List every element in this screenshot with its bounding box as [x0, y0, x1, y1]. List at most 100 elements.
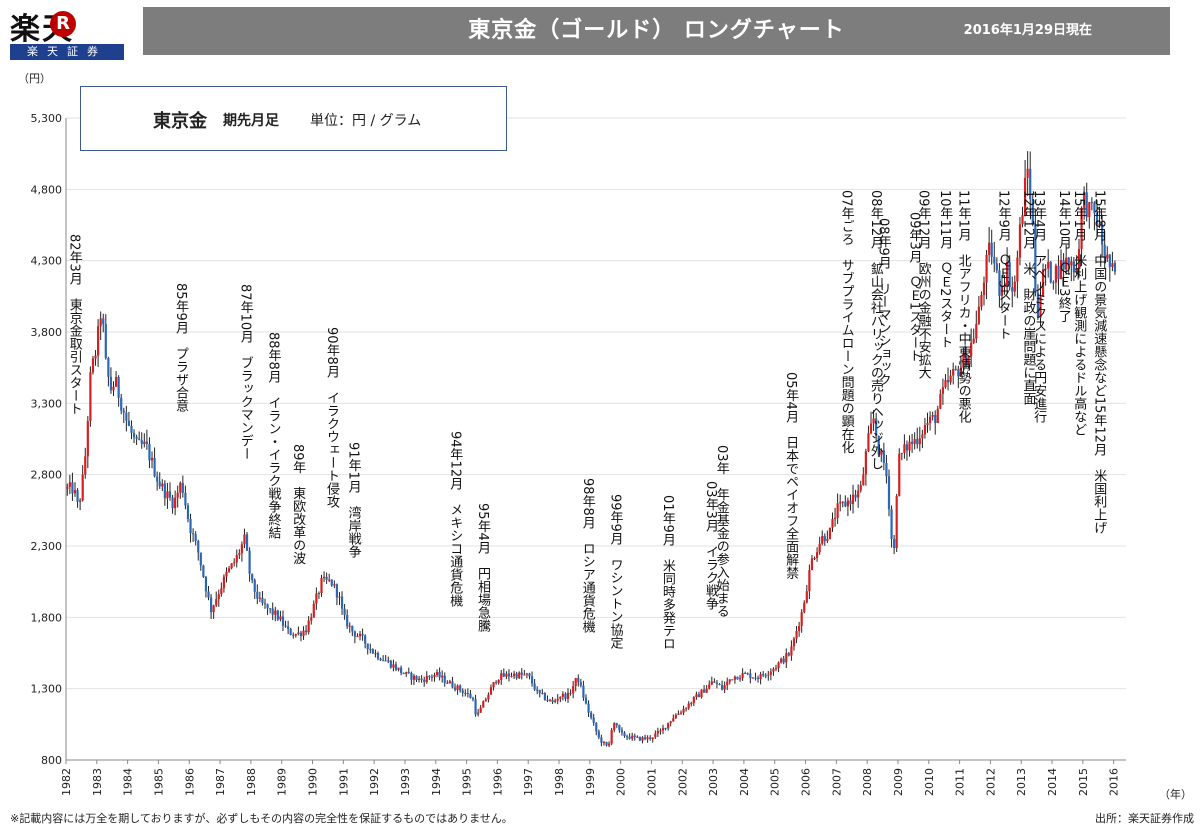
candle-up: [867, 433, 870, 452]
candle-down: [1113, 263, 1117, 272]
rakuten-logo: 楽天 R 楽天証券: [10, 4, 126, 60]
candle-up: [944, 380, 947, 388]
candle-down: [954, 368, 957, 370]
candle-up: [808, 570, 811, 592]
candle-down: [502, 673, 505, 677]
candle-down: [428, 675, 431, 677]
x-tick-label: 2013: [1015, 768, 1028, 796]
candle-up: [695, 694, 698, 698]
candle-down: [990, 242, 993, 257]
candle-down: [438, 672, 441, 678]
candle-down: [890, 509, 893, 539]
candle-up: [317, 593, 321, 595]
candle-up: [977, 306, 980, 324]
candle-up: [566, 692, 570, 699]
event-annotation: 09年12月 欧州の金融不安拡大: [915, 190, 931, 380]
candle-up: [179, 482, 182, 493]
candle-up: [358, 633, 362, 637]
candle-down: [592, 717, 595, 723]
event-annotation: 08年9月 リーマンショック: [875, 218, 891, 387]
candle-up: [679, 712, 683, 714]
candle-up: [700, 689, 703, 698]
candle-up: [1088, 202, 1091, 218]
candle-down: [957, 369, 960, 377]
candle-up: [959, 367, 962, 377]
candle-up: [548, 699, 552, 701]
candle-down: [905, 444, 909, 451]
x-tick-label: 2004: [738, 768, 751, 796]
candle-down: [875, 418, 878, 436]
candle-down: [400, 667, 403, 673]
candle-down: [156, 476, 159, 482]
candle-up: [302, 630, 305, 636]
event-annotation: 15年8月 中国の景気減速懸念など15年12月 米国利上げ: [1091, 190, 1107, 534]
event-annotation: 07年ごろ サブプライムローン問題の顕在化: [838, 190, 854, 454]
candle-up: [114, 376, 118, 387]
candle-up: [1065, 257, 1068, 270]
candle-down: [287, 626, 290, 629]
candle-up: [484, 699, 487, 702]
candle-down: [197, 540, 200, 553]
as-of-date: 2016年1月29日現在: [963, 23, 1092, 38]
candle-down: [269, 608, 272, 610]
candle-down: [495, 682, 498, 684]
candle-down: [551, 699, 554, 702]
y-tick-label: 5,300: [31, 112, 63, 125]
candle-up: [751, 677, 754, 679]
candle-down: [351, 625, 354, 632]
candle-down: [148, 444, 151, 461]
candle-down: [882, 450, 885, 464]
candle-down: [507, 673, 511, 677]
candle-up: [646, 737, 649, 740]
candle-up: [1098, 223, 1101, 225]
candle-down: [423, 679, 426, 682]
candle-down: [158, 481, 161, 487]
candle-down: [628, 736, 631, 739]
y-tick-label: 1,800: [31, 611, 63, 624]
y-tick-label: 1,300: [31, 683, 63, 696]
candle-up: [710, 681, 713, 685]
chart-title: 東京金（ゴールド） ロングチャート: [468, 18, 845, 43]
x-tick-label: 1999: [584, 768, 597, 796]
candle-up: [412, 675, 416, 680]
candle-up: [1083, 192, 1086, 208]
candle-up: [523, 674, 526, 676]
candle-up: [913, 439, 916, 444]
candle-down: [261, 597, 264, 604]
event-annotation: 99年9月 ワシントン協定: [607, 493, 623, 649]
candle-up: [841, 501, 844, 503]
candle-up: [492, 682, 495, 688]
candle-down: [253, 579, 256, 592]
candle-down: [376, 653, 380, 659]
candle-down: [1103, 244, 1106, 259]
event-annotation: 11年1月 北アフリカ・中東情勢の悪化: [955, 190, 971, 423]
candle-down: [1067, 257, 1070, 266]
candle-down: [346, 615, 349, 627]
y-tick-label: 3,800: [31, 326, 63, 339]
candle-down: [520, 672, 523, 675]
candle-up: [279, 616, 282, 620]
candle-up: [962, 354, 965, 368]
candle-down: [844, 501, 847, 507]
candle-up: [233, 562, 236, 564]
candle-down: [107, 358, 110, 377]
candle-up: [556, 698, 559, 701]
candle-up: [397, 667, 400, 670]
candle-up: [656, 731, 659, 734]
candle-up: [785, 653, 788, 663]
candle-up: [274, 610, 277, 615]
candle-down: [1008, 261, 1011, 288]
candle-up: [777, 662, 780, 669]
candle-up: [659, 730, 662, 732]
candle-down: [1029, 168, 1032, 200]
candle-down: [299, 632, 303, 636]
x-tick-label: 2000: [615, 768, 628, 796]
event-annotation: 14年10月 ＱＥ3終了: [1055, 190, 1071, 323]
candle-up: [425, 675, 428, 682]
candle-down: [102, 318, 105, 325]
candle-up: [518, 672, 521, 679]
candle-up: [86, 420, 89, 457]
candle-down: [263, 603, 267, 605]
candle-down: [916, 439, 919, 445]
candle-down: [204, 576, 208, 592]
